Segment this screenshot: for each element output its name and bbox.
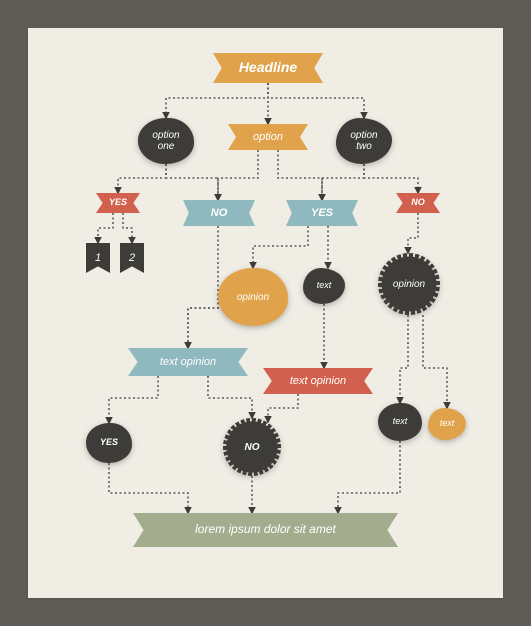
edge-opt2-yes2	[322, 164, 364, 200]
node-no3-label: NO	[228, 423, 276, 471]
edge-txt2-final	[338, 441, 400, 513]
edge-txtop1-no3	[208, 376, 252, 418]
edge-opinion1-txtop1	[188, 308, 228, 348]
node-opinion2: opinion	[378, 253, 440, 315]
node-opinion1: opinion	[218, 268, 288, 326]
node-txtop2-label: text opinion	[286, 375, 350, 387]
outer-frame: Headline option one option option two YES NO Y…	[0, 0, 531, 626]
edge-opt1-no1	[166, 164, 218, 200]
node-n1: 1	[86, 243, 110, 273]
node-txtop1: text opinion	[128, 348, 248, 376]
node-headline: Headline	[213, 53, 323, 83]
node-opt-label: option	[249, 131, 287, 143]
node-headline-label: Headline	[235, 60, 301, 75]
edge-headline-opt1	[166, 83, 268, 118]
edge-yes1-n2	[123, 213, 132, 243]
edge-no1-txtop1	[188, 226, 218, 348]
node-no2: NO	[396, 193, 440, 213]
edge-opt-no1	[218, 150, 258, 200]
edge-opt1-yes1	[118, 164, 166, 193]
node-final-label: lorem ipsum dolor sit amet	[191, 523, 340, 536]
node-opt1-label: option one	[148, 130, 183, 152]
node-opt1: option one	[138, 118, 194, 164]
edge-yes1-n1	[98, 213, 113, 243]
node-opt2-label: option two	[346, 130, 381, 152]
node-no1-label: NO	[207, 207, 232, 219]
edge-opinion2-txt2	[400, 315, 408, 403]
node-txt3-label: text	[436, 419, 459, 429]
node-yes2-label: YES	[307, 207, 337, 219]
edge-opt2-no2	[364, 164, 418, 193]
edge-yes3-final	[109, 463, 188, 513]
edge-opt-yes2	[278, 150, 322, 200]
node-txtop1-label: text opinion	[156, 356, 220, 368]
node-opt: option	[228, 124, 308, 150]
node-txt2: text	[378, 403, 422, 441]
node-opinion2-label: opinion	[383, 258, 435, 310]
node-opt2: option two	[336, 118, 392, 164]
node-n2: 2	[120, 243, 144, 273]
node-no1: NO	[183, 200, 255, 226]
edge-opinion2-txt3	[423, 315, 447, 408]
node-no3: NO	[223, 418, 281, 476]
node-n2-label: 2	[125, 252, 139, 264]
node-final: lorem ipsum dolor sit amet	[133, 513, 398, 547]
node-txt3: text	[428, 408, 466, 440]
flowchart-canvas: Headline option one option option two YES NO Y…	[28, 28, 503, 598]
node-yes3-label: YES	[96, 438, 122, 448]
node-yes2: YES	[286, 200, 358, 226]
node-yes3: YES	[86, 423, 132, 463]
node-no2-label: NO	[407, 198, 429, 208]
edge-yes2-opinion1	[253, 226, 308, 268]
node-txt1-label: text	[313, 281, 336, 291]
node-n1-label: 1	[91, 252, 105, 264]
edge-no2-opinion2	[408, 213, 418, 253]
node-txt1: text	[303, 268, 345, 304]
edge-headline-opt2	[268, 83, 364, 118]
node-txt2-label: text	[389, 417, 412, 427]
node-yes1: YES	[96, 193, 140, 213]
node-opinion1-label: opinion	[233, 292, 273, 303]
edge-txtop2-no3	[268, 394, 298, 422]
node-yes1-label: YES	[105, 198, 131, 208]
edge-txtop1-yes3	[109, 376, 158, 423]
node-txtop2: text opinion	[263, 368, 373, 394]
